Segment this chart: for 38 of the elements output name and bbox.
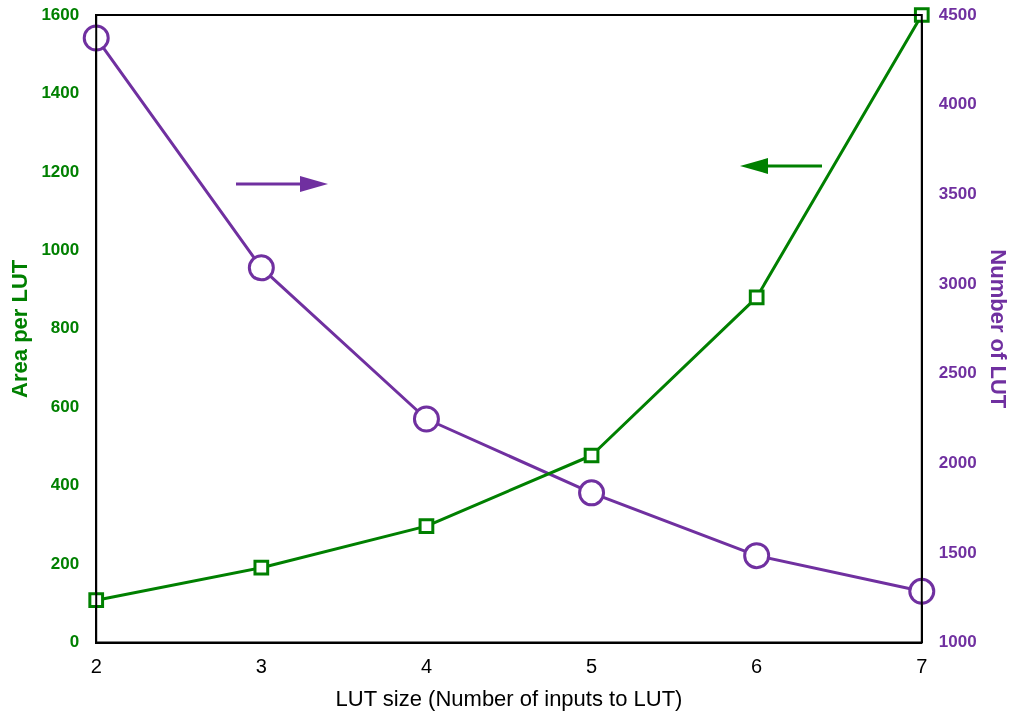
y2-tick-label: 1000 xyxy=(938,632,977,652)
x-tick-label: 7 xyxy=(916,655,928,678)
y-tick-label: 1600 xyxy=(41,4,80,24)
y-tick-label: 400 xyxy=(50,475,80,495)
y2-tick-label: 3000 xyxy=(938,273,977,293)
point xyxy=(908,577,936,605)
point xyxy=(583,447,600,464)
y-tick-label: 0 xyxy=(69,632,80,652)
y-axis-title: Area per LUT xyxy=(7,259,33,398)
point xyxy=(748,289,765,306)
y2-tick-label: 4000 xyxy=(938,94,977,114)
point xyxy=(412,405,440,433)
y2-tick-label: 1500 xyxy=(938,542,977,562)
y-tick-label: 600 xyxy=(50,396,80,416)
x-axis-title: LUT size (Number of inputs to LUT) xyxy=(335,685,683,711)
y-tick-label: 1400 xyxy=(41,83,80,103)
x-tick-label: 5 xyxy=(585,655,598,678)
x-tick-label: 6 xyxy=(751,655,763,678)
point xyxy=(578,479,606,507)
y2-axis-title: Number of LUT xyxy=(985,249,1011,409)
x-tick-label: 4 xyxy=(420,655,433,678)
point xyxy=(82,24,110,52)
point xyxy=(253,559,270,576)
y-tick-label: 800 xyxy=(50,318,80,338)
y-tick-label: 1000 xyxy=(41,240,80,260)
y-tick-label: 200 xyxy=(50,553,80,573)
x-tick-label: 3 xyxy=(255,655,267,678)
point xyxy=(247,254,275,282)
x-tick-label: 2 xyxy=(90,655,102,678)
point xyxy=(88,592,105,609)
y-tick-label: 1200 xyxy=(41,161,80,181)
y2-tick-label: 3500 xyxy=(938,184,977,203)
y2-tick-label: 4500 xyxy=(938,4,977,24)
y2-tick-label: 2500 xyxy=(938,363,977,383)
point xyxy=(913,7,930,23)
point xyxy=(743,542,771,570)
y2-tick-label: 2000 xyxy=(938,452,977,472)
point xyxy=(418,518,435,534)
